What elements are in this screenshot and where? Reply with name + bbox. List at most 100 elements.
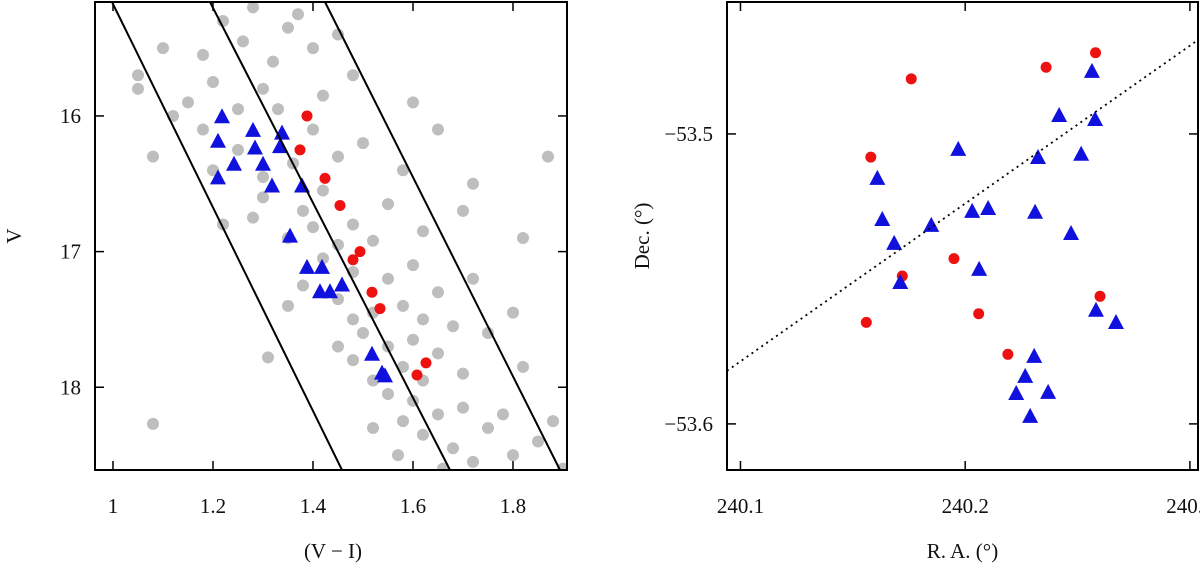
- circle-point: [432, 347, 444, 360]
- circle-point: [147, 417, 159, 430]
- circle-point: [147, 150, 159, 163]
- triangle-point: [886, 234, 903, 250]
- guide-line: [324, 2, 561, 470]
- circle-point: [297, 279, 309, 292]
- circle-point: [334, 199, 346, 211]
- triangle-point: [210, 169, 226, 185]
- circle-point: [467, 455, 479, 468]
- circle-point: [367, 234, 379, 247]
- circle-point: [319, 172, 331, 184]
- circle-point: [1002, 348, 1014, 360]
- x-axis-label: R. A. (°): [927, 539, 998, 563]
- y-tick-label: −53.6: [664, 412, 713, 436]
- circle-point: [973, 308, 985, 320]
- triangle-point: [923, 216, 940, 232]
- circle-point: [307, 221, 319, 234]
- triangle-point: [322, 283, 338, 299]
- circle-point: [297, 204, 309, 217]
- triangle-point: [282, 227, 298, 243]
- circle-point: [497, 408, 509, 421]
- circle-point: [182, 96, 194, 109]
- triangle-point: [226, 155, 242, 171]
- circle-point: [347, 69, 359, 82]
- circle-point: [417, 313, 429, 326]
- circle-point: [382, 272, 394, 285]
- circle-point: [374, 303, 386, 315]
- triangle-point: [892, 273, 909, 289]
- guide-line: [209, 2, 451, 470]
- x-tick-label: 1.8: [500, 494, 526, 518]
- guide-line: [727, 39, 1198, 372]
- circle-point: [457, 204, 469, 217]
- circle-point: [347, 218, 359, 231]
- circle-point: [457, 401, 469, 414]
- y-axis-label: V: [2, 228, 26, 243]
- circle-point: [132, 82, 144, 95]
- circle-point: [432, 123, 444, 136]
- triangle-point: [971, 260, 988, 276]
- x-tick-label: 1.4: [300, 494, 327, 518]
- triangle-point: [1051, 106, 1068, 122]
- triangle-point: [314, 258, 330, 274]
- circle-point: [417, 428, 429, 441]
- circle-point: [366, 286, 378, 298]
- circle-point: [197, 48, 209, 61]
- axes-frame: [94, 1, 568, 471]
- circle-point: [247, 211, 259, 224]
- circle-point: [157, 42, 169, 55]
- triangle-point: [272, 138, 288, 154]
- circle-point: [1090, 47, 1102, 59]
- triangle-point: [247, 139, 263, 155]
- circle-point: [332, 340, 344, 353]
- triangle-point: [964, 202, 981, 218]
- circle-point: [542, 150, 554, 163]
- circle-point: [447, 442, 459, 455]
- circle-point: [457, 367, 469, 380]
- x-tick-label: 240.3: [1166, 494, 1200, 518]
- circle-point: [317, 89, 329, 102]
- circle-point: [262, 351, 274, 364]
- triangle-point: [1083, 62, 1100, 78]
- circle-point: [382, 198, 394, 211]
- circle-point: [272, 103, 284, 116]
- circle-point: [407, 259, 419, 272]
- circle-point: [247, 2, 259, 14]
- circle-point: [447, 320, 459, 333]
- triangle-point: [1040, 383, 1057, 399]
- circle-point: [301, 110, 313, 122]
- triangle-point: [874, 211, 891, 227]
- circle-point: [282, 21, 294, 34]
- circle-point: [354, 246, 366, 258]
- triangle-point: [214, 108, 230, 124]
- circle-point: [307, 42, 319, 55]
- y-tick-label: 17: [60, 240, 81, 264]
- x-tick-label: 240.1: [717, 494, 764, 518]
- triangle-point: [1063, 224, 1080, 240]
- circle-point: [257, 82, 269, 95]
- circle-point: [292, 8, 304, 21]
- triangle-point: [245, 121, 261, 137]
- circle-point: [357, 326, 369, 339]
- x-tick-label: 1.6: [400, 494, 426, 518]
- guide-line: [111, 2, 343, 470]
- circle-point: [397, 415, 409, 428]
- circle-point: [482, 326, 494, 339]
- circle-point: [411, 369, 423, 381]
- circle-point: [257, 191, 269, 204]
- circle-point: [437, 462, 449, 470]
- circle-point: [367, 421, 379, 434]
- circle-point: [237, 35, 249, 48]
- triangle-point: [950, 140, 967, 156]
- circle-point: [860, 316, 872, 328]
- circle-point: [532, 435, 544, 448]
- triangle-point: [869, 169, 886, 185]
- triangle-point: [1087, 111, 1104, 127]
- triangle-point: [1073, 145, 1090, 161]
- triangle-point: [264, 177, 280, 193]
- triangle-point: [1022, 407, 1039, 423]
- circle-point: [232, 103, 244, 116]
- circle-point: [865, 151, 877, 163]
- circle-point: [407, 333, 419, 346]
- plot-area: [727, 39, 1198, 423]
- y-tick-label: 16: [60, 104, 81, 128]
